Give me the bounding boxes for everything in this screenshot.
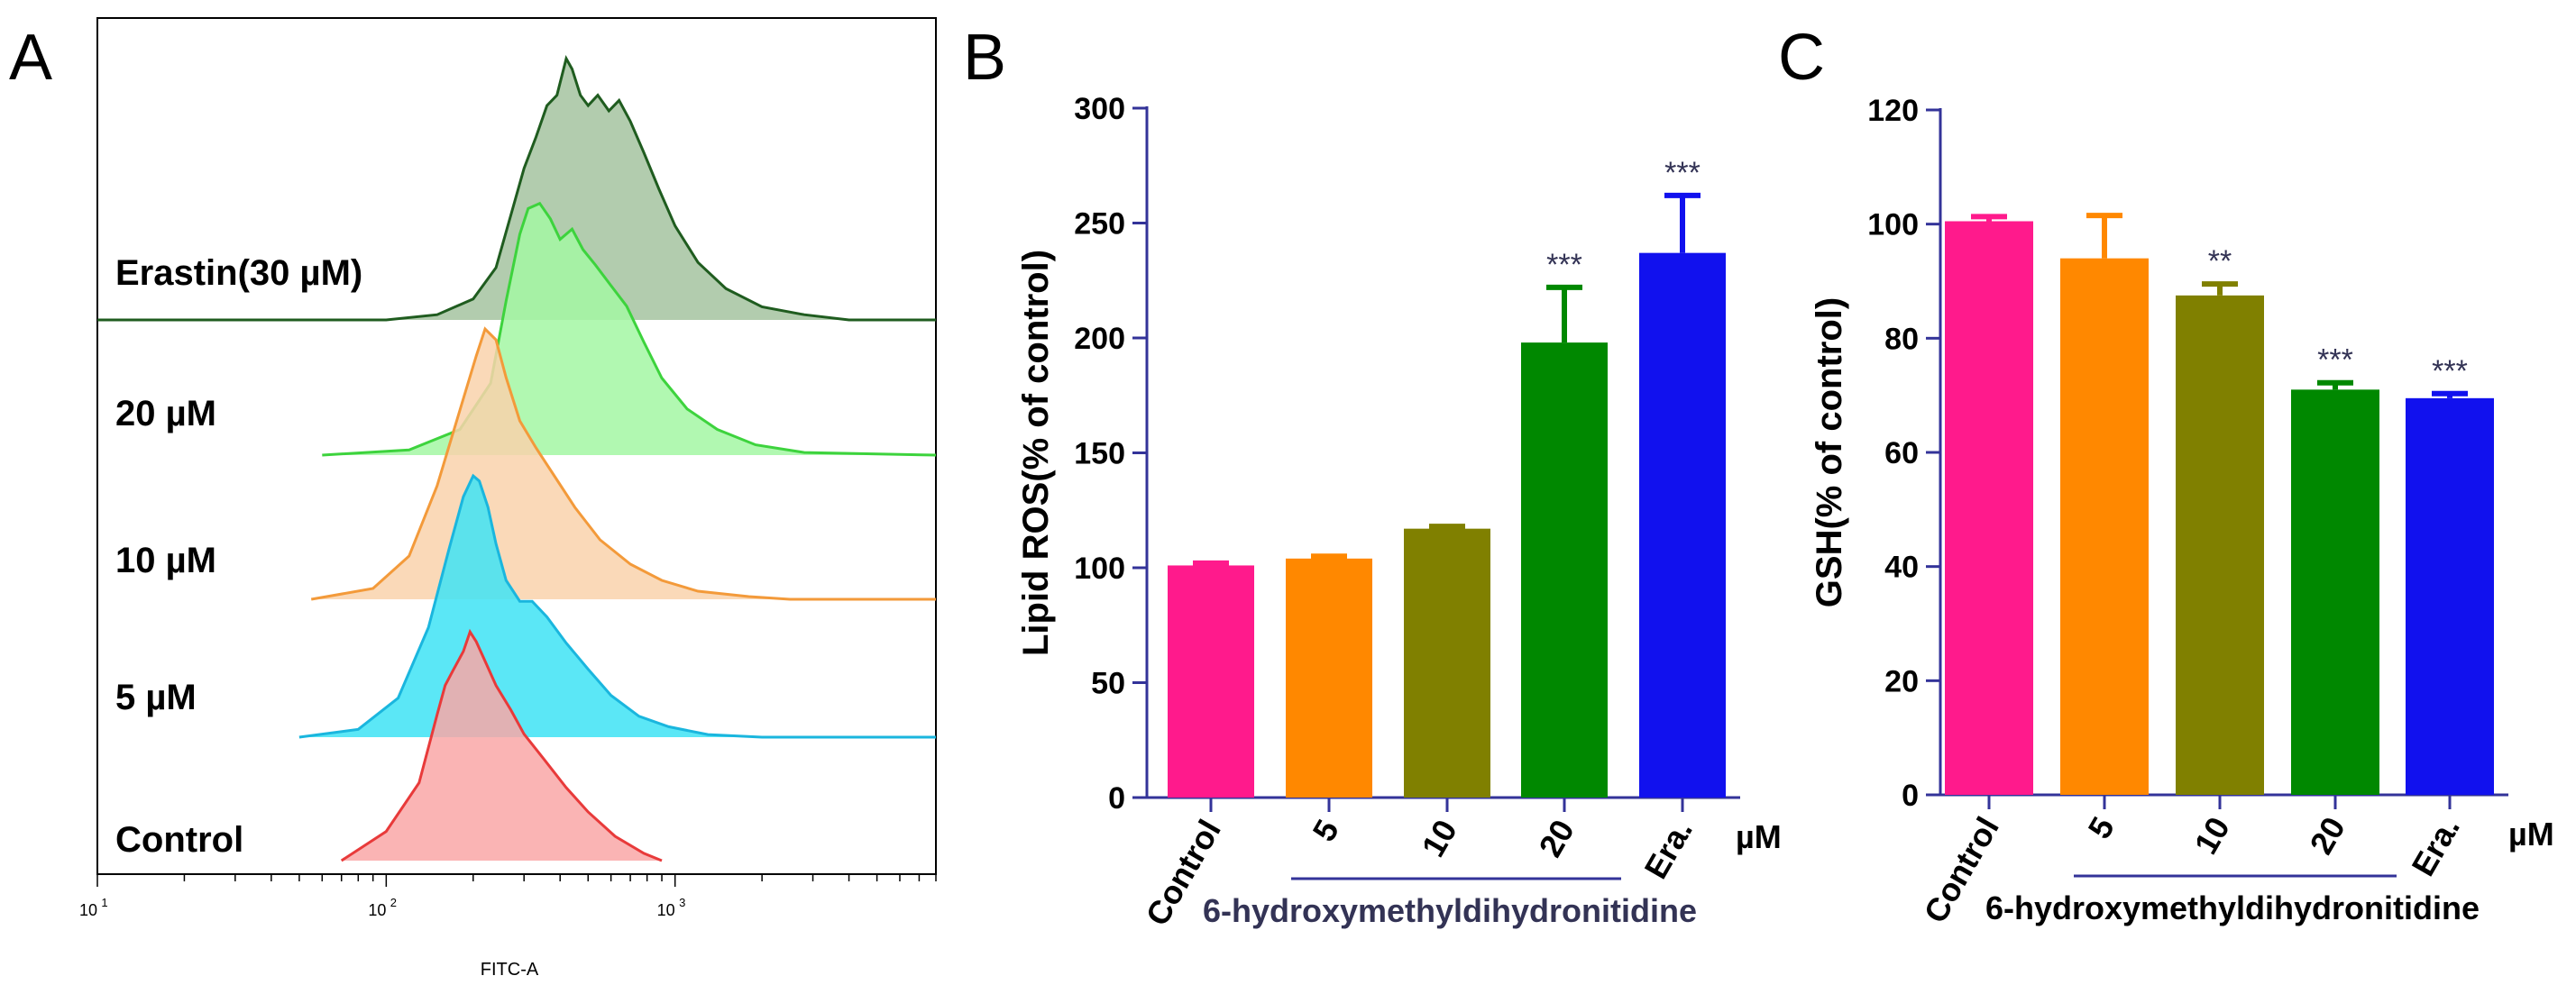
x-tick-label-10: 10 xyxy=(1414,814,1464,863)
x-tick-exponent: 1 xyxy=(101,896,107,909)
bar-control xyxy=(1168,565,1254,798)
y-tick-label: 250 xyxy=(1074,207,1125,242)
x-tick-label-5: 5 xyxy=(2080,811,2122,845)
bar-5 xyxy=(2060,258,2149,796)
histogram-curve-erastin-30-m xyxy=(97,54,936,322)
x-axis-title: FITC-A xyxy=(481,960,539,980)
panel-letter-c: C xyxy=(1778,22,1825,94)
significance-label: *** xyxy=(2432,354,2468,388)
bar-10 xyxy=(2176,295,2264,795)
significance-label: *** xyxy=(1664,156,1701,190)
bar-control xyxy=(1945,221,2033,795)
unit-label: µM xyxy=(1736,818,1782,855)
x-tick-exponent: 2 xyxy=(390,896,397,909)
y-tick-label: 120 xyxy=(1867,94,1919,128)
y-axis-title: GSH(% of control) xyxy=(1810,297,1849,607)
y-tick-label: 20 xyxy=(1884,664,1919,698)
bar-era xyxy=(2406,397,2494,795)
y-tick-label: 300 xyxy=(1074,92,1125,126)
histogram-curve-10-m xyxy=(310,326,936,601)
histogram-curve-control xyxy=(340,628,663,862)
lipid-ros-bar-chart: 0 50 100 150 200 250 300 Lipid ROS(% of control… xyxy=(1016,92,1782,932)
y-tick-label: 0 xyxy=(1108,781,1125,816)
x-tick-label-5: 5 xyxy=(1305,814,1346,848)
histogram-frame xyxy=(96,17,937,875)
y-tick-label: 200 xyxy=(1074,322,1125,356)
y-tick-label: 100 xyxy=(1867,208,1919,242)
histogram-fill-5-m xyxy=(298,476,936,737)
bar-20 xyxy=(1521,342,1608,798)
panel-letter-a: A xyxy=(9,22,52,94)
histogram-label-erastin-30-m: Erastin(30 µM) xyxy=(115,253,362,293)
y-tick-label: 150 xyxy=(1074,437,1125,471)
bar-10 xyxy=(1404,528,1490,798)
bar-5 xyxy=(1286,558,1372,798)
y-tick-label: 0 xyxy=(1902,779,1919,813)
histogram-curve-5-m xyxy=(298,473,936,739)
significance-label: *** xyxy=(2317,343,2353,378)
y-tick-label: 80 xyxy=(1884,322,1919,356)
significance-label: *** xyxy=(1546,248,1582,282)
x-tick-label: 10 xyxy=(79,901,97,919)
x-tick-label-20: 20 xyxy=(2302,811,2352,861)
significance-label: ** xyxy=(2208,244,2232,278)
bar-era xyxy=(1639,252,1726,798)
histogram-label-5-m: 5 µM xyxy=(115,678,197,717)
x-tick-label: 10 xyxy=(368,901,386,919)
histogram-layers xyxy=(97,54,937,862)
x-tick-label-era: Era. xyxy=(2404,811,2467,882)
x-tick-label-10: 10 xyxy=(2186,811,2237,861)
x-tick-label-20: 20 xyxy=(1531,814,1581,863)
histogram-fill-control xyxy=(341,632,662,861)
y-tick-label: 50 xyxy=(1091,667,1125,701)
histogram-fill-20-m xyxy=(322,203,936,455)
x-tick-label: 10 xyxy=(657,901,675,919)
histogram-curve-20-m xyxy=(322,201,937,457)
log-x-axis: 10 1 10 2 10 3 xyxy=(79,874,937,919)
histogram-labels: Erastin(30 µM) 20 µM 10 µM 5 µM Control xyxy=(115,253,362,860)
group-label: 6-hydroxymethyldihydronitidine xyxy=(1203,892,1697,929)
unit-label: µM xyxy=(2508,816,2554,853)
y-tick-label: 60 xyxy=(1884,436,1919,470)
histogram-label-10-m: 10 µM xyxy=(115,541,216,580)
y-tick-label: 100 xyxy=(1074,552,1125,586)
histogram-label-control: Control xyxy=(115,820,243,860)
y-axis-title: Lipid ROS(% of control) xyxy=(1016,250,1056,656)
y-tick-label: 40 xyxy=(1884,551,1919,585)
x-tick-label-era: Era. xyxy=(1636,814,1700,885)
group-label: 6-hydroxymethyldihydronitidine xyxy=(1985,889,2480,926)
x-tick-exponent: 3 xyxy=(679,896,685,909)
panel-letter-b: B xyxy=(963,22,1006,94)
histogram-label-20-m: 20 µM xyxy=(115,394,216,433)
bar-20 xyxy=(2291,389,2379,795)
